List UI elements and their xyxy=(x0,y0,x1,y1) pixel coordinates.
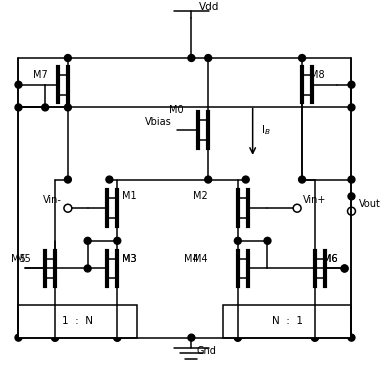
Text: M1: M1 xyxy=(122,191,137,201)
Circle shape xyxy=(114,237,121,244)
Circle shape xyxy=(299,55,306,61)
Circle shape xyxy=(234,334,241,341)
Circle shape xyxy=(64,55,71,61)
Circle shape xyxy=(234,334,241,341)
Circle shape xyxy=(52,334,59,341)
Circle shape xyxy=(114,334,121,341)
Circle shape xyxy=(15,104,22,111)
Circle shape xyxy=(64,104,71,111)
Circle shape xyxy=(348,81,355,88)
Text: Vin-: Vin- xyxy=(43,195,62,205)
Text: M3: M3 xyxy=(122,254,137,264)
Text: Vbias: Vbias xyxy=(145,117,172,127)
Circle shape xyxy=(242,176,249,183)
Circle shape xyxy=(84,265,91,272)
Circle shape xyxy=(234,237,241,244)
Text: M0: M0 xyxy=(169,106,183,115)
Circle shape xyxy=(106,176,113,183)
Text: 1  :  N: 1 : N xyxy=(62,316,93,326)
Circle shape xyxy=(42,104,49,111)
Bar xyxy=(19,305,137,338)
Circle shape xyxy=(64,176,71,183)
Circle shape xyxy=(299,176,306,183)
Text: N  :  1: N : 1 xyxy=(272,316,303,326)
Circle shape xyxy=(205,176,212,183)
Circle shape xyxy=(348,334,355,341)
Circle shape xyxy=(205,55,212,61)
Text: I$_B$: I$_B$ xyxy=(261,123,270,137)
Circle shape xyxy=(114,334,121,341)
Bar xyxy=(223,305,352,338)
Text: M4: M4 xyxy=(193,254,208,264)
Text: Vin+: Vin+ xyxy=(303,195,327,205)
Text: Vdd: Vdd xyxy=(199,2,220,12)
Text: M5: M5 xyxy=(10,254,25,264)
Circle shape xyxy=(312,334,318,341)
Text: M8: M8 xyxy=(310,70,325,80)
Circle shape xyxy=(188,334,195,341)
Text: M4: M4 xyxy=(184,254,198,264)
Text: M6: M6 xyxy=(323,254,337,264)
Circle shape xyxy=(348,104,355,111)
Circle shape xyxy=(312,334,318,341)
Circle shape xyxy=(341,265,348,272)
Circle shape xyxy=(188,55,195,61)
Text: M3: M3 xyxy=(122,254,137,264)
Text: M2: M2 xyxy=(193,191,208,201)
Text: M5: M5 xyxy=(15,254,30,264)
Circle shape xyxy=(52,334,59,341)
Circle shape xyxy=(341,265,348,272)
Text: Gnd: Gnd xyxy=(196,346,216,357)
Text: Vout: Vout xyxy=(359,199,381,209)
Circle shape xyxy=(15,334,22,341)
Text: M6: M6 xyxy=(323,254,337,264)
Circle shape xyxy=(264,237,271,244)
Text: M7: M7 xyxy=(33,70,48,80)
Circle shape xyxy=(348,193,355,200)
Circle shape xyxy=(84,237,91,244)
Circle shape xyxy=(15,81,22,88)
Circle shape xyxy=(348,176,355,183)
